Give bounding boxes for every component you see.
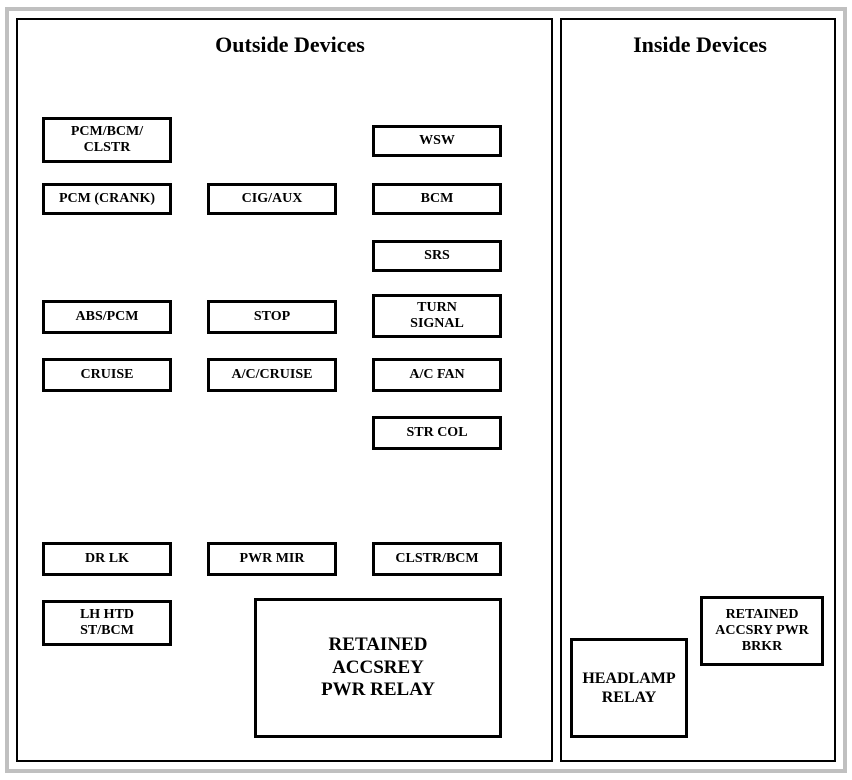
fuse-pcm-bcm-clstr: PCM/BCM/CLSTR [42,117,172,163]
fuse-srs: SRS [372,240,502,272]
fuse-cig-aux: CIG/AUX [207,183,337,215]
fuse-clstr-bcm: CLSTR/BCM [372,542,502,576]
fuse-lh-htd-st-bcm: LH HTDST/BCM [42,600,172,646]
fuse-turn-signal: TURNSIGNAL [372,294,502,338]
fuse-pwr-mir: PWR MIR [207,542,337,576]
relay-headlamp: HEADLAMPRELAY [570,638,688,738]
fuse-stop: STOP [207,300,337,334]
fuse-str-col: STR COL [372,416,502,450]
fuse-retained-accsry-pwr-brkr: RETAINEDACCSRY PWRBRKR [700,596,824,666]
inside-title: Inside Devices [595,32,805,58]
diagram-canvas: Outside Devices Inside Devices PCM/BCM/C… [0,0,852,780]
fuse-wsw: WSW [372,125,502,157]
fuse-ac-cruise: A/C/CRUISE [207,358,337,392]
fuse-pcm-crank: PCM (CRANK) [42,183,172,215]
fuse-bcm: BCM [372,183,502,215]
fuse-dr-lk: DR LK [42,542,172,576]
outside-title: Outside Devices [165,32,415,58]
fuse-ac-fan: A/C FAN [372,358,502,392]
fuse-cruise: CRUISE [42,358,172,392]
fuse-abs-pcm: ABS/PCM [42,300,172,334]
relay-retained-accsrey-pwr: RETAINEDACCSREYPWR RELAY [254,598,502,738]
